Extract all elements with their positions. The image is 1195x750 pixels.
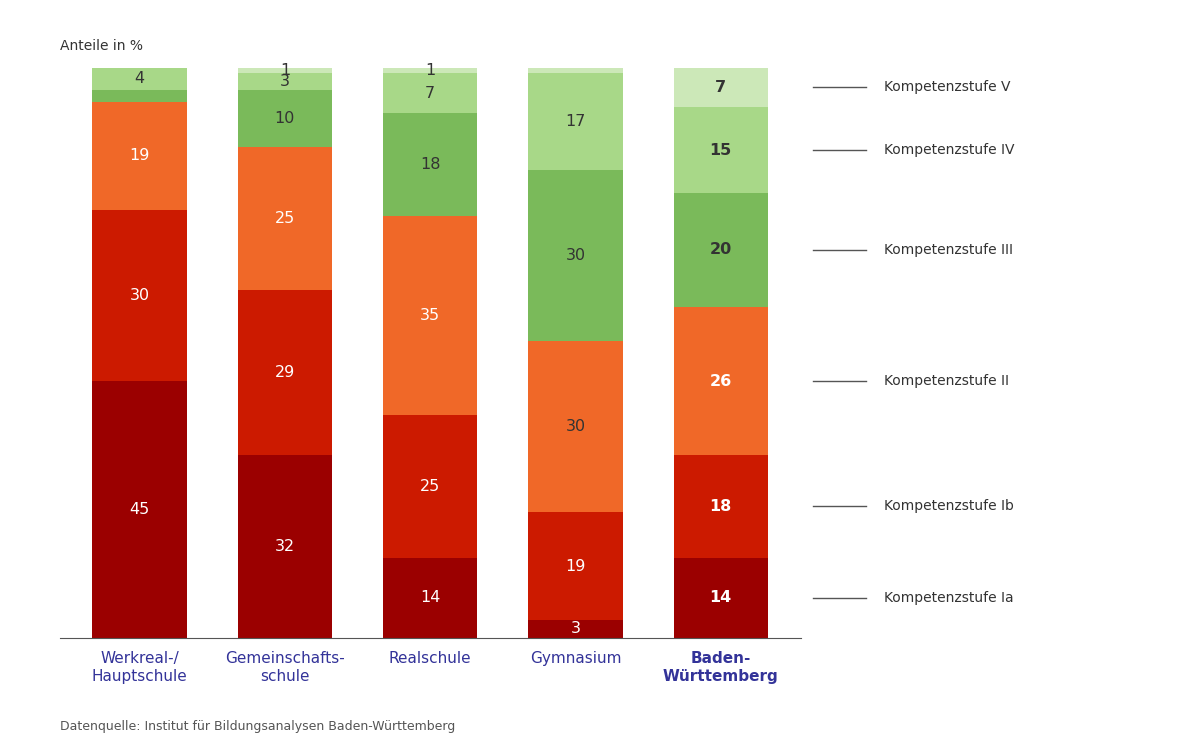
Text: Kompetenzstufe Ib: Kompetenzstufe Ib: [884, 500, 1015, 514]
Bar: [382, 113, 478, 216]
Bar: [674, 558, 768, 638]
Bar: [674, 193, 768, 307]
Text: 30: 30: [565, 248, 586, 263]
Bar: [238, 290, 332, 455]
Text: 45: 45: [129, 502, 149, 517]
Bar: [674, 307, 768, 455]
Text: 14: 14: [710, 590, 731, 605]
Bar: [528, 74, 623, 170]
Bar: [528, 512, 623, 620]
Bar: [528, 68, 623, 74]
Bar: [528, 620, 623, 638]
Bar: [92, 381, 186, 638]
Text: 18: 18: [710, 499, 731, 514]
Text: Kompetenzstufe V: Kompetenzstufe V: [884, 80, 1011, 94]
Bar: [238, 74, 332, 90]
Bar: [382, 558, 478, 638]
Text: 10: 10: [275, 111, 295, 126]
Bar: [674, 455, 768, 558]
Text: 17: 17: [565, 114, 586, 129]
Text: 29: 29: [275, 365, 295, 380]
Text: Datenquelle: Institut für Bildungsanalysen Baden-Württemberg: Datenquelle: Institut für Bildungsanalys…: [60, 720, 455, 733]
Bar: [382, 216, 478, 416]
Text: 26: 26: [710, 374, 731, 388]
Text: 1: 1: [280, 63, 290, 78]
Text: Kompetenzstufe III: Kompetenzstufe III: [884, 243, 1013, 257]
Text: 19: 19: [565, 559, 586, 574]
Text: 14: 14: [419, 590, 441, 605]
Bar: [382, 74, 478, 113]
Text: 15: 15: [710, 142, 731, 158]
Text: 3: 3: [280, 74, 290, 89]
Text: Kompetenzstufe II: Kompetenzstufe II: [884, 374, 1010, 388]
Text: Kompetenzstufe Ia: Kompetenzstufe Ia: [884, 590, 1013, 604]
Bar: [528, 170, 623, 341]
Text: 30: 30: [129, 288, 149, 303]
Text: 20: 20: [710, 242, 731, 257]
Bar: [674, 68, 768, 107]
Text: 7: 7: [715, 80, 727, 95]
Bar: [674, 107, 768, 193]
Text: 18: 18: [419, 157, 441, 172]
Bar: [92, 90, 186, 102]
Text: 25: 25: [275, 211, 295, 226]
Text: 4: 4: [135, 71, 145, 86]
Bar: [382, 416, 478, 558]
Bar: [92, 102, 186, 210]
Text: 35: 35: [421, 308, 440, 323]
Text: 7: 7: [425, 86, 435, 100]
Text: 19: 19: [129, 148, 149, 164]
Text: 1: 1: [425, 63, 435, 78]
Bar: [238, 90, 332, 147]
Bar: [528, 341, 623, 512]
Text: 3: 3: [570, 622, 581, 637]
Text: 30: 30: [565, 419, 586, 434]
Bar: [238, 68, 332, 74]
Text: 25: 25: [421, 479, 440, 494]
Bar: [238, 147, 332, 290]
Bar: [238, 455, 332, 638]
Text: Anteile in %: Anteile in %: [60, 38, 142, 53]
Bar: [92, 210, 186, 381]
Text: Kompetenzstufe IV: Kompetenzstufe IV: [884, 143, 1015, 158]
Text: 32: 32: [275, 538, 295, 554]
Bar: [92, 68, 186, 90]
Bar: [382, 68, 478, 74]
